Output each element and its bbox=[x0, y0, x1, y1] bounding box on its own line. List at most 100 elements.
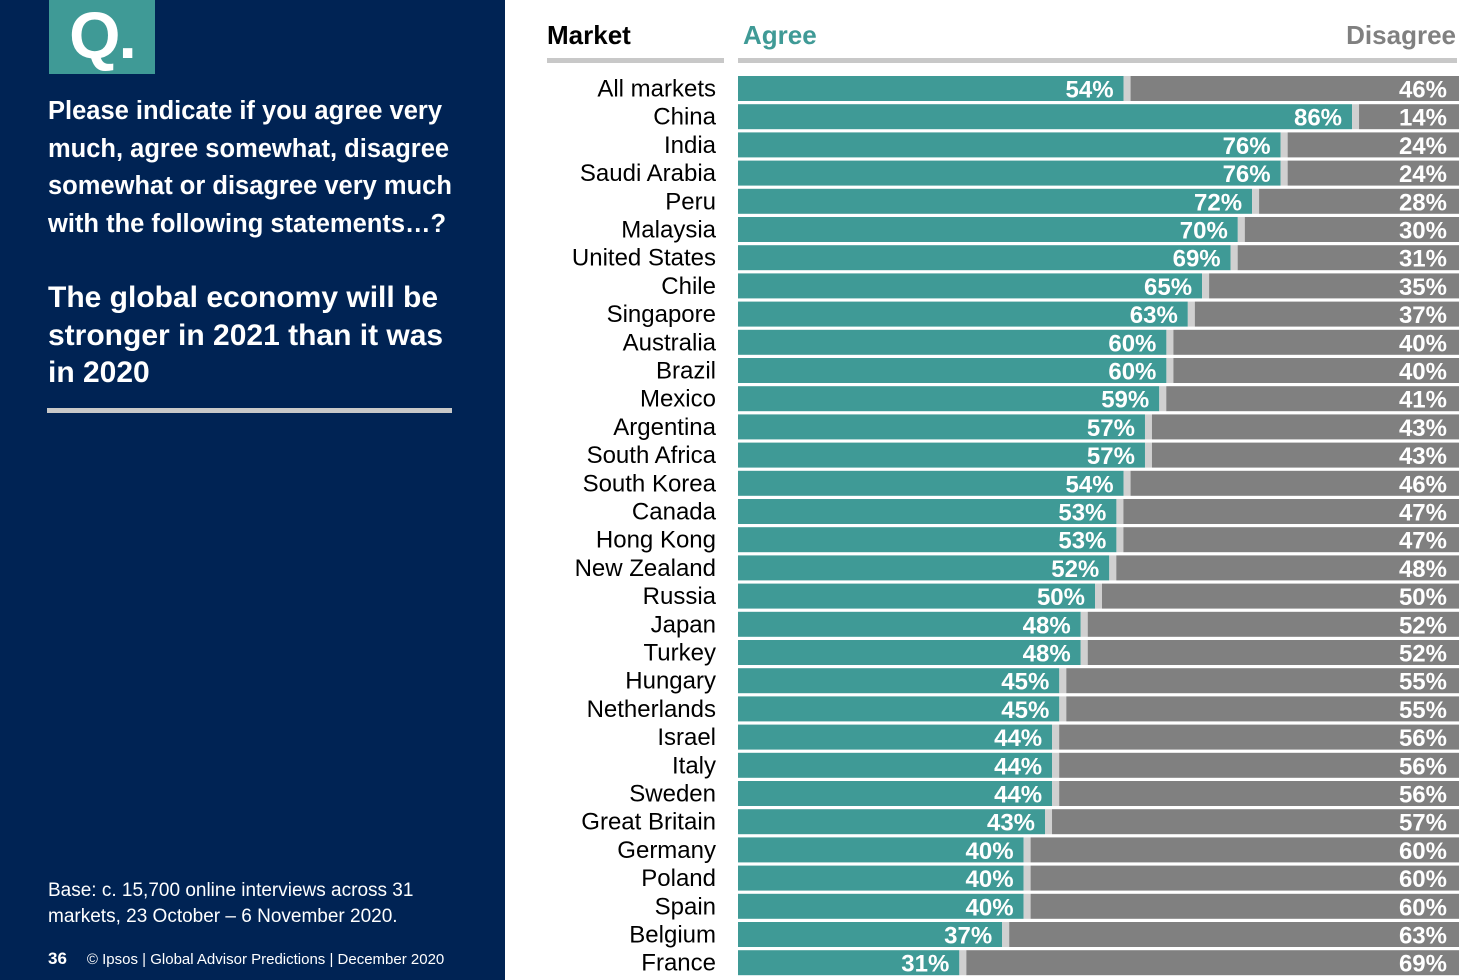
agree-bar bbox=[738, 301, 1188, 327]
agree-bar bbox=[738, 893, 1024, 919]
disagree-bar bbox=[1166, 386, 1459, 412]
market-label: South Africa bbox=[587, 442, 717, 469]
agree-header: Agree bbox=[743, 20, 817, 50]
market-label: Turkey bbox=[644, 640, 716, 667]
agree-bar bbox=[738, 781, 1053, 806]
market-label: Netherlands bbox=[587, 696, 716, 723]
disagree-bar bbox=[1102, 583, 1459, 609]
disagree-value-label: 28% bbox=[1399, 189, 1447, 216]
bar-separator bbox=[1052, 781, 1060, 806]
bar-separator bbox=[1187, 301, 1195, 327]
agree-bar bbox=[738, 386, 1160, 412]
bar-separator bbox=[1095, 583, 1102, 609]
agree-value-label: 45% bbox=[1001, 697, 1049, 724]
agree-bar bbox=[738, 470, 1124, 496]
disagree-bar bbox=[1173, 329, 1459, 355]
disagree-bar bbox=[1066, 668, 1459, 694]
agree-bar bbox=[738, 76, 1124, 101]
market-label: Singapore bbox=[607, 301, 716, 328]
agree-bar bbox=[738, 668, 1060, 694]
agree-bar bbox=[738, 865, 1024, 891]
disagree-bar bbox=[1259, 188, 1459, 214]
disagree-value-label: 52% bbox=[1399, 612, 1447, 639]
agree-value-label: 43% bbox=[987, 810, 1035, 837]
disagree-bar bbox=[1030, 837, 1459, 863]
agree-bar bbox=[738, 358, 1167, 383]
market-label: Spain bbox=[655, 893, 716, 920]
disagree-bar bbox=[1209, 273, 1459, 299]
bar-separator bbox=[1116, 499, 1124, 524]
disagree-bar bbox=[1030, 865, 1459, 891]
disagree-bar bbox=[1194, 301, 1459, 327]
agree-bar bbox=[738, 188, 1253, 214]
market-label: United States bbox=[572, 245, 716, 272]
bar-separator bbox=[1280, 132, 1288, 158]
market-label: All markets bbox=[597, 76, 716, 103]
disagree-value-label: 55% bbox=[1399, 697, 1447, 724]
disagree-value-label: 57% bbox=[1399, 810, 1447, 837]
bar-separator bbox=[1252, 188, 1260, 214]
disagree-bar bbox=[1151, 442, 1459, 468]
bar-separator bbox=[1052, 724, 1060, 750]
disagree-value-label: 55% bbox=[1399, 669, 1447, 696]
disagree-header: Disagree bbox=[1346, 20, 1456, 50]
bar-separator bbox=[959, 950, 967, 976]
market-label: Japan bbox=[651, 611, 716, 638]
footer-text: © Ipsos | Global Advisor Predictions | D… bbox=[86, 951, 445, 968]
agree-value-label: 53% bbox=[1058, 528, 1106, 555]
agree-value-label: 69% bbox=[1173, 246, 1221, 273]
market-label: Argentina bbox=[613, 414, 716, 441]
agree-bar bbox=[738, 160, 1281, 186]
agree-bar bbox=[738, 696, 1060, 722]
disagree-value-label: 47% bbox=[1399, 500, 1447, 527]
bar-separator bbox=[1123, 76, 1131, 101]
agree-bar bbox=[738, 527, 1117, 553]
bar-separator bbox=[1116, 527, 1124, 553]
market-label: Russia bbox=[643, 583, 717, 610]
disagree-bar bbox=[1087, 640, 1459, 665]
agree-value-label: 53% bbox=[1058, 500, 1106, 527]
market-label: Italy bbox=[672, 752, 716, 779]
disagree-bar bbox=[1059, 724, 1459, 750]
agree-bar bbox=[738, 724, 1053, 750]
bar-separator bbox=[1080, 611, 1088, 637]
market-label: Hong Kong bbox=[596, 527, 716, 554]
bar-separator bbox=[1123, 470, 1131, 496]
disagree-value-label: 52% bbox=[1399, 641, 1447, 668]
bar-separator bbox=[1237, 217, 1245, 242]
bar-separator bbox=[1045, 809, 1053, 835]
disagree-value-label: 37% bbox=[1399, 302, 1447, 329]
market-label: China bbox=[653, 104, 716, 131]
bar-separator bbox=[1280, 160, 1288, 186]
bar-separator bbox=[1052, 752, 1060, 778]
market-label: Poland bbox=[641, 865, 716, 892]
disagree-bar bbox=[1030, 893, 1459, 919]
disagree-value-label: 35% bbox=[1399, 274, 1447, 301]
agree-value-label: 40% bbox=[966, 894, 1014, 921]
agree-bar bbox=[738, 273, 1203, 299]
disagree-bar bbox=[1151, 414, 1459, 440]
bar-separator bbox=[1144, 414, 1152, 440]
market-label: Hungary bbox=[625, 668, 716, 695]
agree-bar bbox=[738, 217, 1238, 242]
disagree-bar bbox=[1244, 217, 1459, 242]
agree-value-label: 63% bbox=[1130, 302, 1178, 329]
disagree-value-label: 46% bbox=[1399, 77, 1447, 104]
agree-bar bbox=[738, 499, 1117, 524]
agree-value-label: 60% bbox=[1108, 359, 1156, 386]
disagree-value-label: 56% bbox=[1399, 753, 1447, 780]
disagree-bar bbox=[1287, 160, 1459, 186]
disagree-value-label: 41% bbox=[1399, 387, 1447, 414]
agree-value-label: 54% bbox=[1066, 471, 1114, 498]
agree-value-label: 86% bbox=[1294, 105, 1342, 132]
disagree-bar bbox=[1087, 611, 1459, 637]
agree-value-label: 59% bbox=[1101, 387, 1149, 414]
agree-value-label: 76% bbox=[1223, 133, 1271, 160]
agree-bar bbox=[738, 611, 1081, 637]
market-header: Market bbox=[547, 20, 631, 50]
disagree-value-label: 47% bbox=[1399, 528, 1447, 555]
market-label: Malaysia bbox=[621, 217, 716, 244]
disagree-value-label: 43% bbox=[1399, 415, 1447, 442]
agree-bar bbox=[738, 442, 1145, 468]
